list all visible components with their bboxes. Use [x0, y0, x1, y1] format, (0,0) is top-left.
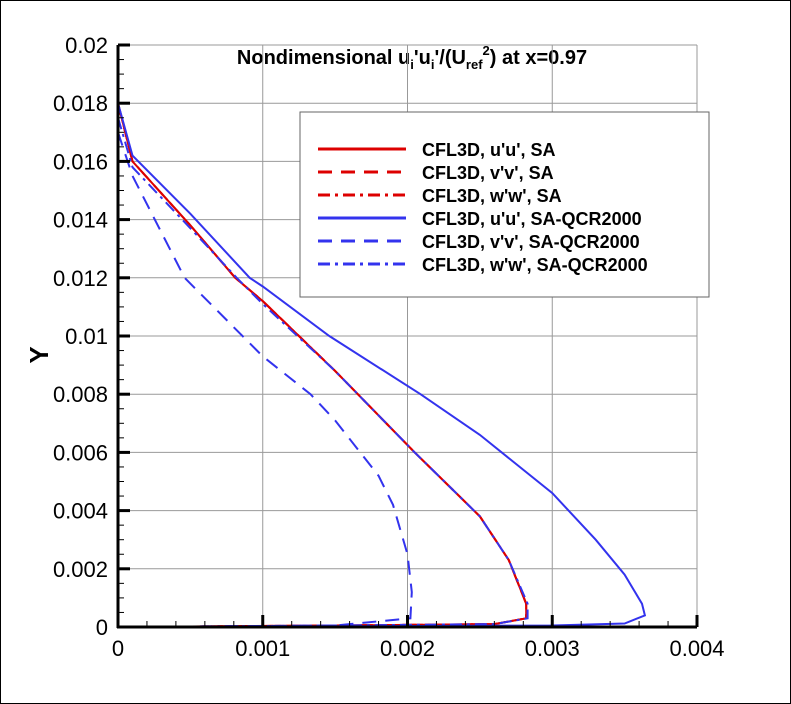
legend-label: CFL3D, w'w', SA — [422, 186, 562, 206]
y-tick-label: 0.018 — [53, 91, 108, 116]
series-line-5 — [117, 117, 529, 628]
x-tick-label: 0 — [112, 636, 124, 661]
x-tick-label: 0.001 — [235, 636, 290, 661]
x-tick-label: 0.002 — [380, 636, 435, 661]
y-tick-label: 0.004 — [53, 499, 108, 524]
x-tick-label: 0.003 — [525, 636, 580, 661]
y-tick-label: 0.008 — [53, 382, 108, 407]
series-line-3 — [117, 102, 647, 628]
series-line-2 — [117, 102, 528, 628]
y-tick-label: 0.012 — [53, 266, 108, 291]
y-tick-label: 0.006 — [53, 440, 108, 465]
legend-label: CFL3D, v'v', SA — [422, 163, 554, 183]
y-tick-label: 0.016 — [53, 149, 108, 174]
y-tick-label: 0.01 — [65, 324, 108, 349]
series-line-4 — [117, 131, 413, 628]
legend-label: CFL3D, v'v', SA-QCR2000 — [422, 232, 640, 252]
x-tick-label: 0.004 — [669, 636, 724, 661]
legend-label: CFL3D, u'u', SA-QCR2000 — [422, 209, 642, 229]
y-tick-label: 0.014 — [53, 208, 108, 233]
legend-label: CFL3D, u'u', SA — [422, 140, 556, 160]
y-tick-label: 0.02 — [65, 33, 108, 58]
legend-label: CFL3D, w'w', SA-QCR2000 — [422, 255, 648, 275]
chart-title: Nondimensional ui'ui'/(Uref2) at x=0.97 — [237, 43, 587, 72]
y-tick-label: 0.002 — [53, 557, 108, 582]
y-tick-label: 0 — [96, 615, 108, 640]
legend-box — [299, 111, 710, 298]
y-axis-label: Y — [24, 346, 54, 363]
